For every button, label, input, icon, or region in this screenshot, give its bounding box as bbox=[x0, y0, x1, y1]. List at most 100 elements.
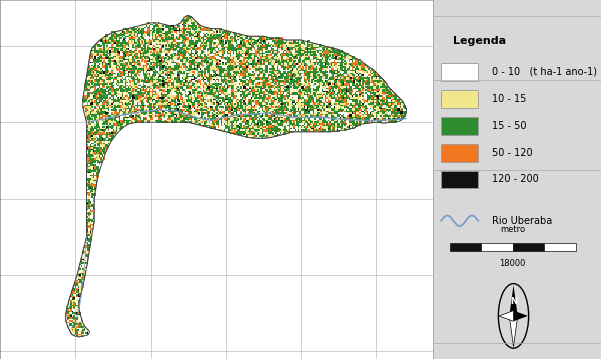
Bar bbox=[258, 41, 260, 42]
Bar bbox=[206, 66, 207, 68]
Bar bbox=[88, 141, 90, 143]
Bar bbox=[120, 102, 121, 103]
Bar bbox=[218, 45, 219, 47]
Bar bbox=[293, 77, 294, 79]
Bar bbox=[118, 37, 120, 39]
Bar bbox=[123, 80, 124, 82]
Bar bbox=[328, 111, 329, 112]
Bar bbox=[127, 71, 129, 73]
Bar bbox=[183, 74, 186, 77]
Bar bbox=[197, 109, 198, 111]
Bar bbox=[166, 109, 168, 111]
Bar bbox=[276, 94, 278, 95]
Bar bbox=[151, 97, 153, 98]
Bar bbox=[175, 54, 177, 56]
Bar bbox=[87, 126, 90, 129]
Bar bbox=[109, 126, 111, 127]
Bar bbox=[263, 48, 264, 50]
Bar bbox=[228, 92, 230, 94]
Bar bbox=[284, 62, 285, 64]
Bar bbox=[111, 115, 112, 117]
Bar bbox=[207, 71, 210, 74]
Bar bbox=[90, 71, 93, 74]
Bar bbox=[252, 59, 255, 62]
Bar bbox=[296, 65, 297, 66]
Bar bbox=[246, 132, 249, 135]
Bar bbox=[240, 118, 242, 120]
Bar bbox=[70, 317, 72, 318]
Bar bbox=[242, 103, 243, 104]
Bar bbox=[285, 95, 288, 98]
Bar bbox=[264, 77, 266, 79]
Bar bbox=[96, 59, 99, 62]
Bar bbox=[213, 92, 215, 94]
Bar bbox=[182, 82, 183, 83]
Bar bbox=[266, 127, 267, 129]
Bar bbox=[201, 95, 203, 97]
Bar bbox=[93, 152, 94, 154]
Bar bbox=[400, 108, 403, 111]
Bar bbox=[297, 83, 299, 85]
Bar bbox=[243, 66, 245, 68]
Bar bbox=[361, 86, 364, 89]
Bar bbox=[305, 89, 307, 91]
Bar bbox=[285, 89, 288, 92]
Bar bbox=[166, 27, 168, 28]
Bar bbox=[275, 111, 276, 112]
Bar bbox=[201, 43, 203, 45]
Bar bbox=[109, 79, 111, 80]
Bar bbox=[177, 71, 178, 73]
Bar bbox=[108, 125, 109, 126]
Bar bbox=[276, 47, 278, 48]
Bar bbox=[163, 50, 165, 51]
Bar bbox=[329, 71, 331, 73]
Bar bbox=[279, 77, 281, 79]
Bar bbox=[144, 114, 145, 115]
Bar bbox=[75, 285, 78, 288]
Bar bbox=[91, 89, 93, 91]
Bar bbox=[157, 66, 159, 68]
Bar bbox=[141, 34, 144, 37]
Bar bbox=[165, 92, 166, 94]
Bar bbox=[174, 80, 175, 82]
Bar bbox=[284, 104, 285, 106]
Bar bbox=[139, 53, 141, 54]
Bar bbox=[174, 74, 177, 77]
Bar bbox=[343, 92, 344, 94]
Bar bbox=[166, 31, 168, 33]
Bar bbox=[136, 111, 138, 112]
Bar bbox=[245, 134, 246, 135]
Bar bbox=[252, 59, 254, 60]
Bar bbox=[135, 88, 136, 89]
Bar bbox=[297, 60, 299, 62]
Bar bbox=[172, 88, 174, 89]
Bar bbox=[374, 120, 376, 121]
Bar bbox=[337, 120, 338, 121]
Bar bbox=[105, 126, 106, 127]
Bar bbox=[254, 39, 255, 41]
Bar bbox=[126, 86, 129, 89]
Bar bbox=[296, 57, 297, 59]
Bar bbox=[90, 137, 91, 138]
Bar bbox=[297, 62, 299, 64]
Bar bbox=[228, 37, 231, 41]
Bar bbox=[212, 76, 213, 77]
Bar bbox=[297, 47, 299, 48]
Bar bbox=[200, 89, 201, 91]
Bar bbox=[72, 331, 75, 334]
Bar bbox=[222, 104, 225, 108]
Bar bbox=[257, 112, 258, 114]
Bar bbox=[114, 53, 117, 56]
Bar bbox=[249, 65, 252, 68]
Bar bbox=[257, 95, 258, 97]
Bar bbox=[204, 53, 207, 56]
Bar bbox=[230, 74, 231, 76]
Bar bbox=[213, 71, 215, 73]
Bar bbox=[91, 118, 93, 120]
Bar bbox=[352, 108, 355, 111]
Bar bbox=[99, 53, 102, 56]
Bar bbox=[180, 118, 182, 120]
Bar bbox=[82, 323, 84, 325]
Bar bbox=[261, 118, 263, 120]
Bar bbox=[180, 25, 183, 28]
